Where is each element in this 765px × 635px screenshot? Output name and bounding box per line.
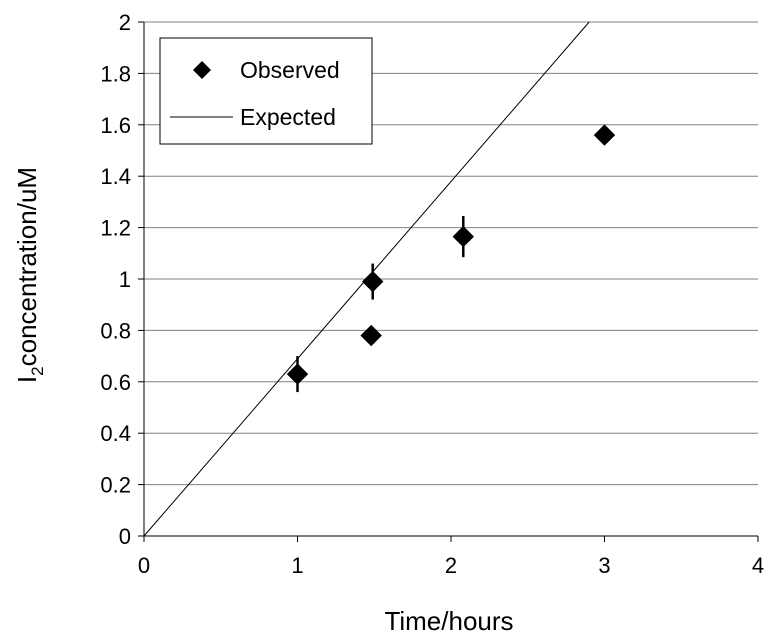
y-tick-label-3: 0.6 [100, 370, 131, 395]
y-tick-label-10: 2 [119, 10, 131, 35]
y-tick-label-2: 0.4 [100, 421, 131, 446]
observed-series [286, 124, 616, 393]
x-axis-title: Time/hours [384, 606, 513, 635]
x-tick-label-4: 4 [752, 553, 764, 578]
observed-point-1 [360, 324, 382, 347]
y-tick-label-4: 0.8 [100, 318, 131, 343]
legend-box [159, 37, 373, 145]
y-axis-title-rest: concentration/uM [12, 167, 42, 366]
y-tick-label-6: 1.2 [100, 216, 131, 241]
y-axis-title-sub: 2 [28, 366, 47, 375]
y-tick-label-9: 1.8 [100, 61, 131, 86]
y-tick-label-8: 1.6 [100, 113, 131, 138]
x-tick-labels: 0 1 2 3 4 [138, 553, 764, 578]
y-tick-label-0: 0 [119, 524, 131, 549]
observed-point-2 [362, 270, 384, 293]
observed-point-3 [452, 225, 474, 248]
x-tick-label-2: 2 [445, 553, 457, 578]
observed-point-4 [593, 124, 616, 146]
y-tick-label-7: 1.4 [100, 164, 131, 189]
observed-point-0 [286, 363, 309, 385]
x-tick-label-1: 1 [291, 553, 303, 578]
grid-lines [144, 21, 758, 486]
legend-observed-label: Observed [240, 57, 340, 83]
legend-observed-marker [193, 61, 211, 79]
x-tick-label-0: 0 [138, 553, 150, 578]
y-tick-label-1: 0.2 [100, 473, 131, 498]
legend-expected-label: Expected [240, 104, 336, 130]
y-tick-label-5: 1 [119, 267, 131, 292]
axes [138, 21, 759, 542]
y-axis-title-main: I [12, 376, 42, 383]
x-tick-label-3: 3 [598, 553, 610, 578]
legend: Observed Expected [159, 37, 373, 145]
y-axis-title: I2concentration/uM [12, 167, 47, 383]
y-tick-labels: 0 0.2 0.4 0.6 0.8 1 1.2 1.4 1.6 1.8 2 [100, 10, 131, 549]
